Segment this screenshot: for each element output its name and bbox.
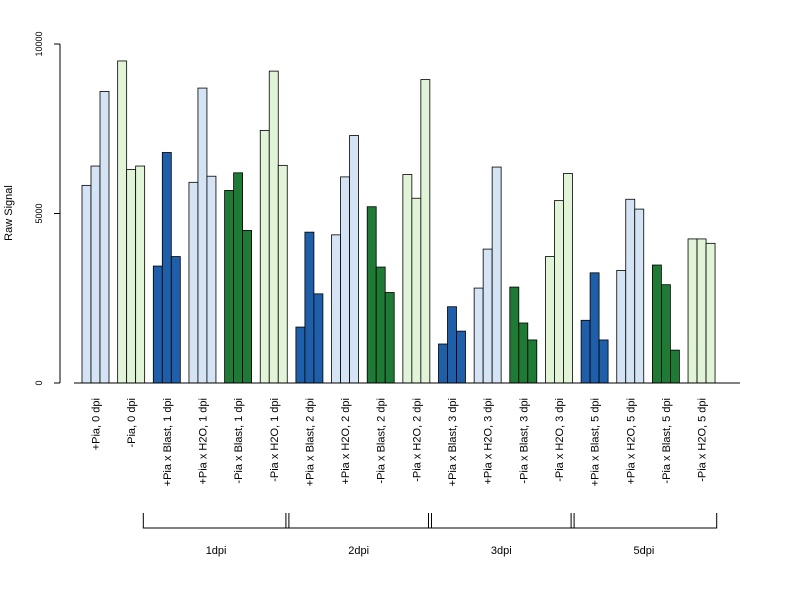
bar: [518, 322, 529, 384]
bar: [456, 330, 466, 384]
bar: [402, 174, 413, 384]
bar: [447, 306, 457, 384]
category-label: +Pia x Blast, 3 dpi: [447, 398, 459, 486]
group-label: 3dpi: [491, 545, 512, 557]
category-label: -Pia x Blast, 3 dpi: [518, 398, 530, 484]
category-label: -Pia x Blast, 5 dpi: [661, 398, 673, 484]
bar: [206, 175, 217, 384]
category-label: +Pia x Blast, 2 dpi: [304, 398, 316, 486]
category-label: +Pia x H2O, 3 dpi: [483, 398, 495, 485]
bar: [99, 91, 110, 384]
group-brackets: 1dpi 2dpi 3dpi 5dpi: [142, 513, 718, 557]
y-tick-label: 0: [34, 380, 44, 385]
bar: [411, 197, 422, 384]
bar: [438, 343, 448, 384]
category-labels: +Pia, 0 dpi -Pia, 0 dpi +Pia x Blast, 1 dp…: [91, 398, 709, 486]
bar: [563, 173, 573, 384]
category-label: +Pia x H2O, 2 dpi: [340, 398, 352, 485]
category-label: -Pia x Blast, 2 dpi: [376, 398, 388, 484]
bar: [705, 242, 716, 384]
bar: [135, 165, 146, 384]
category-label: -Pia x H2O, 2 dpi: [411, 398, 423, 482]
bar: [598, 339, 609, 384]
bar: [304, 231, 315, 384]
bar: [161, 152, 172, 384]
y-tick-label: 10000: [34, 31, 44, 56]
bar: [268, 70, 279, 384]
group-label: 2dpi: [348, 545, 369, 557]
group-bracket: [570, 513, 718, 529]
category-label: +Pia x H2O, 5 dpi: [625, 398, 637, 485]
group-label: 1dpi: [206, 545, 227, 557]
bar: [313, 293, 324, 384]
bar: [117, 60, 128, 384]
category-label: -Pia x H2O, 3 dpi: [554, 398, 566, 482]
bar: [545, 256, 555, 384]
bars-layer: [81, 60, 716, 384]
bar: [366, 206, 377, 384]
bar: [482, 248, 493, 384]
bar: [126, 169, 137, 384]
group-bracket: [142, 513, 290, 529]
bar: [491, 166, 502, 384]
bar: [652, 264, 662, 384]
bar: [224, 190, 235, 384]
bar: [473, 287, 484, 384]
bar: [349, 135, 359, 384]
bar: [259, 130, 270, 384]
bar: [589, 272, 600, 384]
bar: [152, 265, 163, 384]
category-label: +Pia x H2O, 1 dpi: [197, 398, 209, 485]
category-label: -Pia x Blast, 1 dpi: [233, 398, 245, 484]
category-label: +Pia x Blast, 5 dpi: [590, 398, 602, 486]
bar: [384, 292, 395, 384]
bar: [197, 87, 208, 384]
bar: [188, 181, 199, 384]
group-bracket: [285, 513, 432, 529]
bar: [661, 284, 671, 384]
category-label: +Pia x Blast, 1 dpi: [162, 398, 174, 486]
bar: [527, 339, 538, 384]
bar: [331, 234, 341, 384]
category-label: +Pia, 0 dpi: [91, 398, 103, 450]
bar: [625, 198, 636, 384]
bar: [634, 208, 645, 384]
bar: [81, 184, 92, 384]
bar: [509, 286, 520, 384]
category-label: -Pia x H2O, 5 dpi: [697, 398, 709, 482]
bar: [580, 319, 591, 384]
bar: [554, 200, 564, 384]
group-label: 5dpi: [634, 545, 655, 557]
bar: [170, 256, 181, 384]
bar: [375, 266, 386, 384]
bar: [696, 238, 707, 384]
bar: [242, 230, 253, 384]
bar: [90, 165, 101, 384]
y-tick-label: 5000: [34, 203, 44, 223]
y-axis-title: Raw Signal: [3, 185, 15, 241]
group-bracket: [428, 513, 575, 529]
bar: [295, 326, 306, 384]
bar: [277, 164, 288, 384]
bar: [670, 349, 680, 384]
bar: [340, 176, 350, 384]
bar: [233, 172, 244, 384]
bar: [687, 238, 698, 384]
category-label: -Pia x H2O, 1 dpi: [269, 398, 281, 482]
bar: [420, 79, 431, 384]
axis-layer: 0 5000 10000: [34, 31, 740, 386]
category-label: -Pia, 0 dpi: [126, 398, 138, 448]
bar: [616, 270, 627, 384]
